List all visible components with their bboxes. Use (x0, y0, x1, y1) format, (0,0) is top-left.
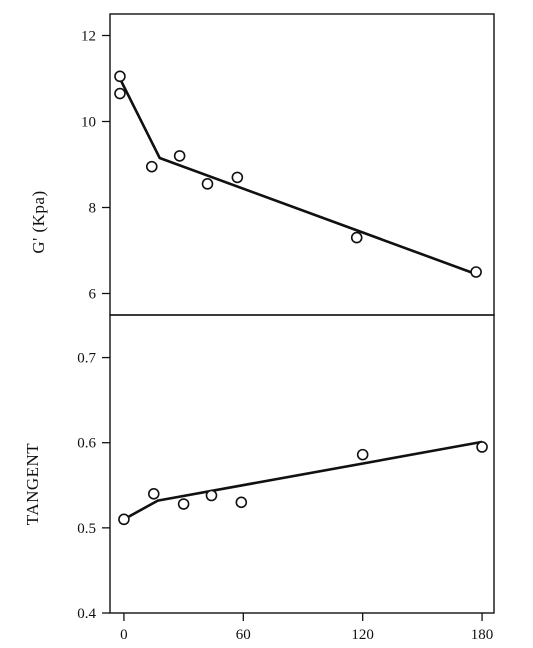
data-point (145, 160, 158, 173)
plot-frame (109, 314, 495, 614)
data-points (118, 441, 488, 526)
data-point (205, 489, 218, 502)
data-point (177, 498, 190, 510)
data-point (476, 441, 488, 453)
y-axis-label-bottom: TANGENT (23, 443, 42, 526)
data-point (356, 448, 369, 461)
x-tick-label: 180 (471, 627, 494, 643)
y-tick-label: 0.6 (77, 436, 96, 452)
data-point (173, 150, 186, 162)
data-point (235, 496, 248, 509)
data-points (114, 70, 482, 278)
x-axis-ticks: 0 60 120 180 (120, 613, 493, 643)
data-point (114, 87, 126, 100)
data-point (350, 231, 363, 244)
y-tick-label: 12 (81, 29, 96, 45)
x-tick-label: 60 (236, 627, 251, 643)
data-point (201, 178, 214, 190)
y-tick-label: 8 (89, 201, 97, 217)
fit-line (123, 440, 483, 521)
y-tick-label: 0.4 (77, 606, 96, 622)
data-point (118, 513, 130, 526)
fit-line (118, 77, 477, 276)
y-axis-ticks: 0.4 0.5 0.6 0.7 (77, 351, 110, 622)
y-tick-label: 0.5 (77, 521, 96, 537)
panel-g-prime: 6 8 10 12 G' (Kpa) (29, 13, 495, 316)
y-tick-label: 6 (89, 287, 97, 303)
y-tick-label: 0.7 (77, 351, 96, 367)
data-point (231, 171, 244, 184)
y-axis-ticks: 6 8 10 12 (81, 29, 110, 303)
x-tick-label: 0 (120, 627, 128, 643)
fit-line-path (118, 77, 477, 276)
data-point (114, 70, 126, 83)
data-point (470, 266, 482, 278)
fit-line-path (123, 440, 483, 521)
data-point (147, 487, 160, 500)
panel-tangent: 0.4 0.5 0.6 0.7 0 60 120 180 TANGENT (23, 314, 495, 643)
plot-frame (109, 13, 495, 316)
y-tick-label: 10 (81, 115, 96, 131)
x-tick-label: 120 (351, 627, 374, 643)
y-axis-label-top: G' (Kpa) (29, 190, 48, 253)
